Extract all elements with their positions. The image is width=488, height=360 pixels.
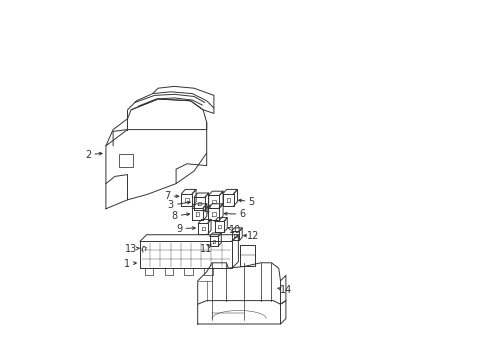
- Text: 2: 2: [84, 150, 91, 160]
- Text: 14: 14: [279, 285, 291, 295]
- Text: 13: 13: [125, 244, 137, 254]
- Text: 3: 3: [167, 200, 173, 210]
- Text: 6: 6: [239, 209, 245, 219]
- Text: 9: 9: [176, 224, 182, 234]
- Text: 8: 8: [171, 211, 177, 221]
- Bar: [119, 154, 133, 167]
- Text: 1: 1: [124, 258, 130, 269]
- Text: 4: 4: [203, 206, 209, 216]
- Text: 10: 10: [229, 225, 241, 235]
- Text: 7: 7: [163, 191, 170, 201]
- Text: 12: 12: [247, 231, 259, 241]
- Text: 11: 11: [200, 244, 212, 254]
- Text: 5: 5: [248, 197, 254, 207]
